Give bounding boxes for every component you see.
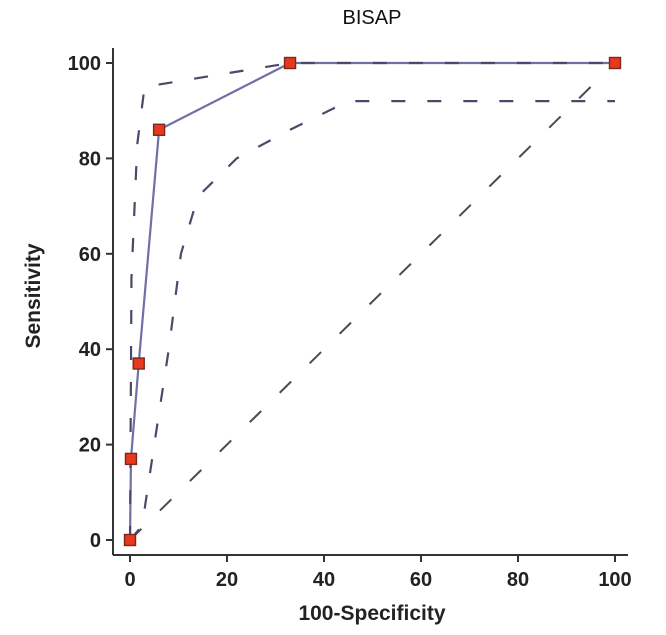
roc-point-2 — [124, 452, 138, 466]
roc-point-4 — [152, 123, 166, 136]
y-axis-title: Sensitivity — [22, 243, 45, 348]
chart-title: BISAP — [343, 7, 402, 29]
roc-point-6 — [608, 56, 622, 70]
upper-confidence-bound-line — [128, 61, 615, 541]
y-tick-label-1: 0 — [90, 530, 101, 552]
x-tick-label-2: 20 — [216, 569, 238, 591]
lower-confidence-bound-line — [129, 100, 615, 541]
x-tick-label-5: 80 — [507, 569, 529, 591]
y-tick-label-2: 20 — [79, 435, 101, 457]
x-ticks: 0 20 40 60 80 100 — [124, 555, 632, 591]
y-tick-label-5: 80 — [79, 148, 101, 170]
x-tick-label-4: 60 — [410, 569, 432, 591]
y-tick-label-3: 40 — [79, 339, 101, 361]
roc-point-1 — [123, 533, 137, 547]
marker-layer — [123, 56, 622, 547]
roc-point-5 — [283, 56, 297, 70]
plot-area — [123, 56, 622, 547]
y-tick-label-4: 60 — [79, 244, 101, 266]
reference-diagonal-line — [129, 62, 616, 541]
x-tick-label-3: 40 — [313, 569, 335, 591]
x-tick-label-6: 100 — [598, 569, 631, 591]
x-axis-title: 100-Specificity — [298, 602, 445, 625]
series-layer — [128, 61, 616, 541]
x-tick-label-1: 0 — [124, 569, 135, 591]
y-ticks: 0 20 40 60 80 100 — [68, 53, 113, 552]
roc-point-3 — [132, 357, 145, 370]
y-tick-label-6: 100 — [68, 53, 101, 75]
